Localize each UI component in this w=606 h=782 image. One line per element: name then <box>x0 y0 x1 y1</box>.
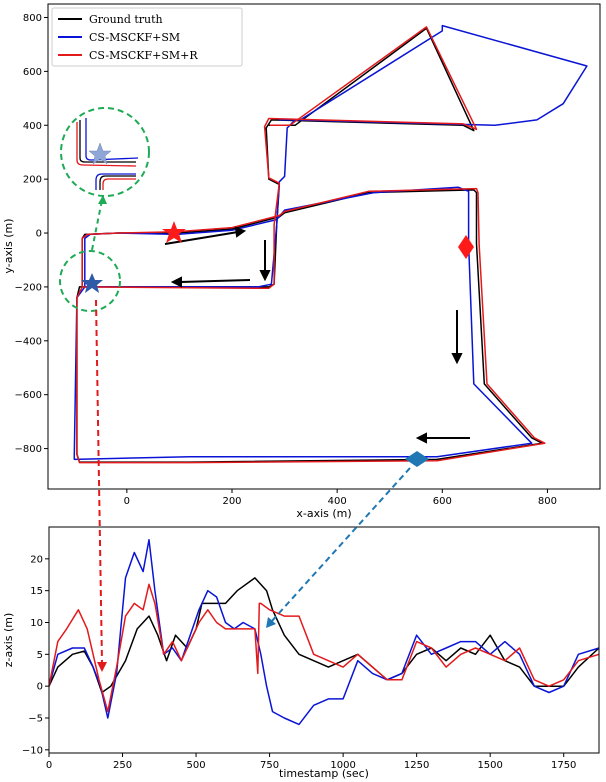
zoom-source-circle <box>59 250 121 312</box>
red-star-marker <box>162 221 186 243</box>
z-y-tick-label: −5 <box>28 713 43 724</box>
trajectory-plot: 0 200 400 600 800 −800 −600 −400 −200 0 200 400 600 8… <box>2 3 601 520</box>
cross-plot-arrows <box>95 299 411 672</box>
arrow-south-1-head <box>259 270 271 282</box>
blue-dashed-arrow-head <box>266 617 276 628</box>
z-series-cs-msckf-sm <box>48 538 600 726</box>
z-y-tick-label: −10 <box>22 745 43 756</box>
trajectory-x-tick-label: 600 <box>433 496 452 507</box>
zoom-connector-head <box>98 195 107 204</box>
legend-label-cs-msckf-sm: CS-MSCKF+SM <box>89 31 180 44</box>
z-x-tick-label: 1750 <box>551 760 576 771</box>
trajectory-series-group <box>73 24 588 464</box>
trajectory-markers <box>81 221 474 467</box>
arrow-east-head <box>234 226 247 238</box>
trajectory-y-tick-label: 800 <box>23 13 42 24</box>
inset-star-marker <box>88 142 112 165</box>
trajectory-y-tick-label: −200 <box>15 282 42 293</box>
trajectory-y-axis-label: y-axis (m) <box>2 218 15 273</box>
z-y-tick-label: 0 <box>37 682 43 693</box>
arrow-west-1-head <box>170 276 182 288</box>
z-y-tick-label: 5 <box>37 650 43 661</box>
inset-ground-truth <box>79 120 136 163</box>
arrow-west-1 <box>179 279 251 283</box>
trajectory-y-tick-label: 200 <box>23 175 42 186</box>
zoom-annotation <box>59 107 150 312</box>
red-dashed-arrow-head <box>97 662 107 672</box>
trajectory-y-tick-label: −800 <box>15 444 42 455</box>
direction-arrows <box>164 226 470 444</box>
trajectory-y-tick-label: 600 <box>23 67 42 78</box>
z-series-cs-msckf-sm-r <box>48 583 600 713</box>
z-y-tick-label: 20 <box>30 554 43 565</box>
z-plot-frame <box>48 526 600 754</box>
trajectory-x-tick-label: 800 <box>538 496 557 507</box>
z-y-axis-label: z-axis (m) <box>2 613 15 668</box>
legend-label-cs-msckf-sm-r: CS-MSCKF+SM+R <box>89 49 198 62</box>
z-x-tick-label: 1000 <box>330 760 355 771</box>
z-x-tick-label: 0 <box>46 760 52 771</box>
z-x-tick-label: 750 <box>260 760 279 771</box>
inset-cs-msckf-sm-r <box>76 122 137 167</box>
z-x-tick-label: 1250 <box>404 760 429 771</box>
zoom-connector <box>91 199 103 251</box>
blue-dashed-arrow <box>270 467 411 623</box>
z-series-ground-truth <box>48 577 600 694</box>
trajectory-series-cs-msckf-sm-r <box>76 26 546 464</box>
z-y-tick-label: 10 <box>30 618 43 629</box>
trajectory-plot-frame <box>47 3 601 490</box>
legend-frame <box>51 7 243 67</box>
red-diamond-marker <box>458 235 474 259</box>
inset-lower-cs-msckf-sm-r <box>102 178 136 190</box>
z-series-group <box>48 538 600 726</box>
trajectory-y-tick-label: −600 <box>15 390 42 401</box>
trajectory-x-tick-label: 400 <box>328 496 347 507</box>
trajectory-legend: Ground truth CS-MSCKF+SM CS-MSCKF+SM+R <box>51 7 243 67</box>
trajectory-y-tick-label: 0 <box>36 229 42 240</box>
z-x-tick-label: 1500 <box>477 760 502 771</box>
trajectory-y-tick-label: −400 <box>15 336 42 347</box>
trajectory-x-axis-label: x-axis (m) <box>296 507 351 520</box>
z-x-tick-label: 250 <box>113 760 132 771</box>
arrow-west-2-head <box>415 432 427 444</box>
z-x-tick-label: 500 <box>187 760 206 771</box>
legend-label-ground-truth: Ground truth <box>89 13 163 26</box>
blue-star-marker <box>81 273 103 293</box>
trajectory-ticks: 0 200 400 600 800 −800 −600 −400 −200 0 200 400 600 8… <box>15 13 557 507</box>
arrow-south-2-head <box>451 353 463 365</box>
z-x-axis-label: timestamp (sec) <box>279 767 369 780</box>
arrow-east <box>164 231 239 245</box>
inset-cs-msckf-sm <box>85 118 139 161</box>
trajectory-x-tick-label: 0 <box>124 496 130 507</box>
red-dashed-arrow <box>95 299 103 664</box>
z-y-tick-label: 15 <box>30 586 43 597</box>
blue-diamond-marker <box>405 451 429 467</box>
trajectory-y-tick-label: 400 <box>23 121 42 132</box>
inset-lower-cs-msckf-sm <box>95 173 136 190</box>
z-ticks: 0 250 500 750 1000 1250 1500 1750 −10 −5 0 5 10 15 20 <box>22 554 577 771</box>
trajectory-x-tick-label: 200 <box>222 496 241 507</box>
inset-lower-ground-truth <box>99 175 136 190</box>
trajectory-series-cs-msckf-sm <box>73 24 588 461</box>
z-axis-plot: 0 250 500 750 1000 1250 1500 1750−10−505101520 … <box>2 526 600 780</box>
zoom-inset-lines <box>76 118 139 190</box>
